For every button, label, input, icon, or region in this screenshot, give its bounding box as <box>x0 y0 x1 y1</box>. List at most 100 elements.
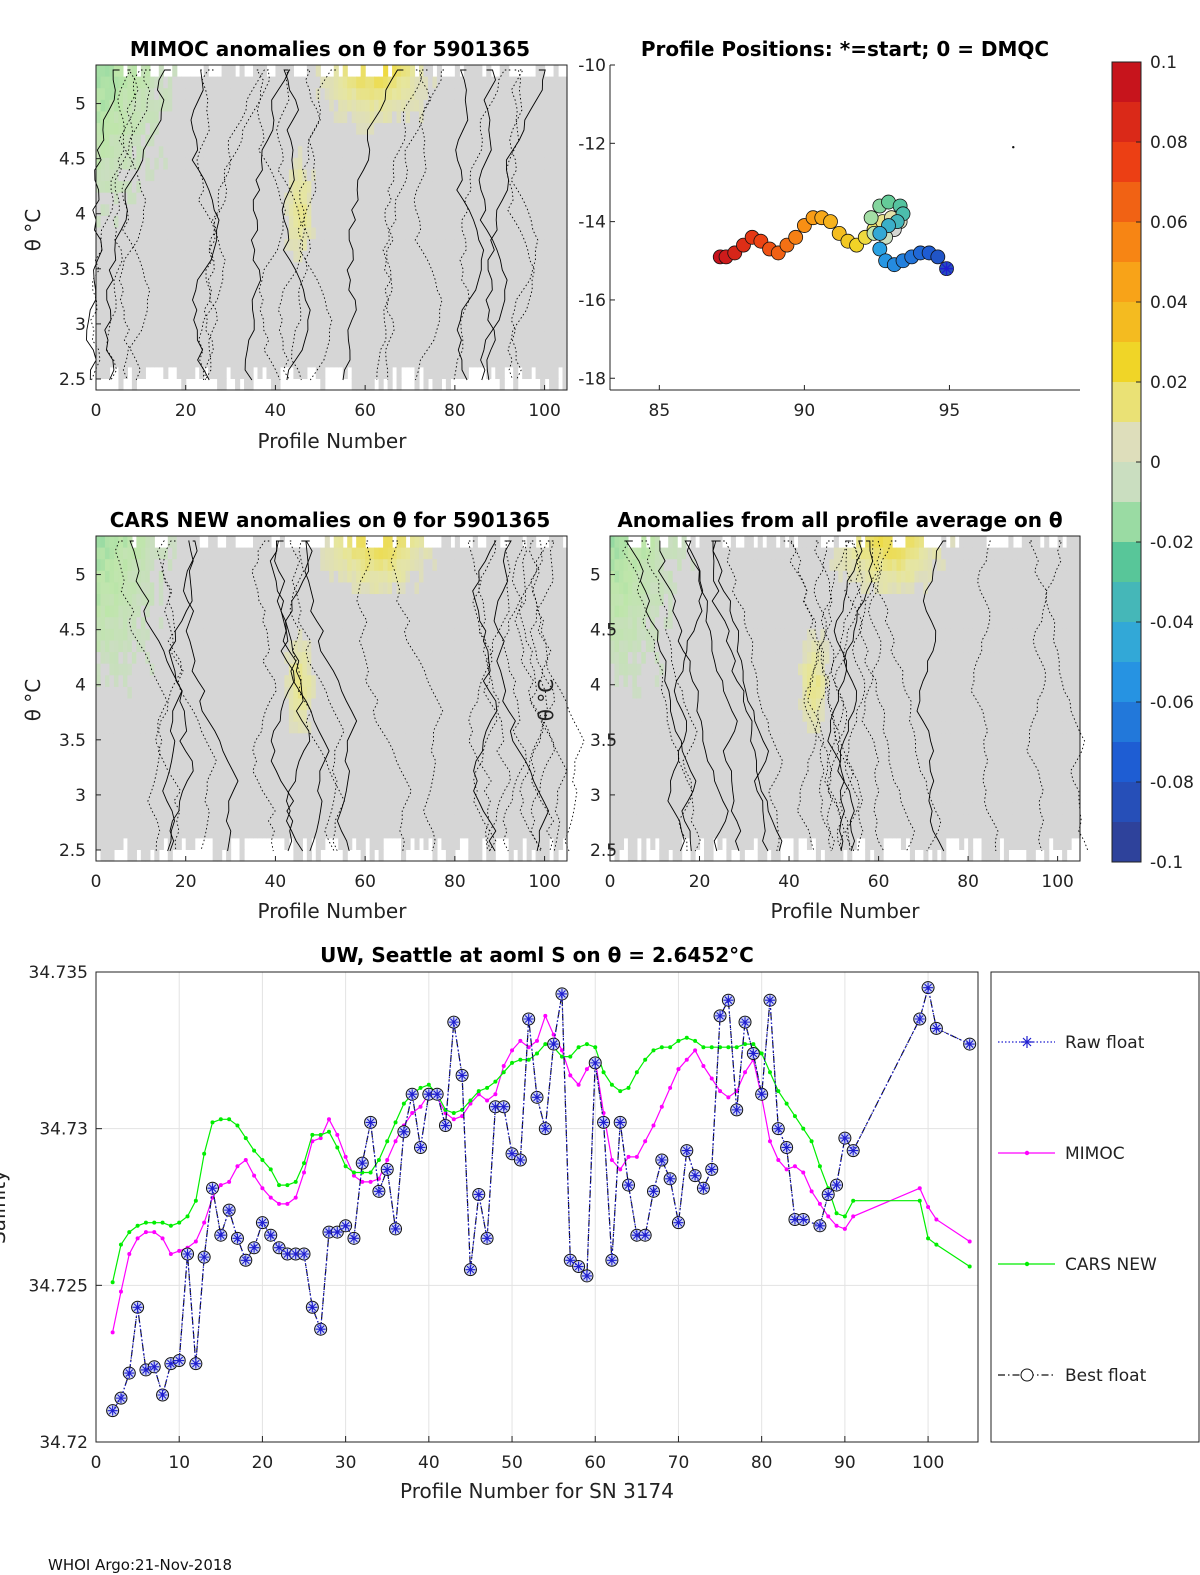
heatmap-cell <box>423 559 429 572</box>
heatmap-cell <box>396 675 402 688</box>
heatmap-cell <box>535 285 541 298</box>
heatmap-cell <box>311 791 317 804</box>
heatmap-cell <box>275 355 281 368</box>
heatmap-cell <box>383 768 389 781</box>
heatmap-cell <box>342 675 348 688</box>
heatmap-cell <box>217 594 223 607</box>
heatmap-cell <box>333 582 339 595</box>
heatmap-cell <box>270 378 277 391</box>
heatmap-cell <box>513 250 519 263</box>
heatmap-cell <box>261 594 268 607</box>
heatmap-cell <box>481 250 487 263</box>
heatmap-cell <box>149 779 155 792</box>
heatmap-cell <box>324 204 330 217</box>
heatmap-cell <box>230 559 236 572</box>
heatmap-cell <box>414 675 420 688</box>
heatmap-cell <box>378 157 384 171</box>
heatmap-cell <box>145 756 151 769</box>
heatmap-cell <box>100 628 106 642</box>
heatmap-cell <box>396 134 402 147</box>
heatmap-cell <box>356 366 362 379</box>
heatmap-cell <box>221 756 227 769</box>
heatmap-cell <box>432 605 438 618</box>
heatmap-cell <box>154 779 160 792</box>
heatmap-cell <box>333 65 339 78</box>
heatmap-cell <box>199 343 205 356</box>
heatmap-cell <box>472 134 478 147</box>
heatmap-cell <box>118 768 124 781</box>
heatmap-cell <box>185 733 191 746</box>
heatmap-cell <box>181 308 187 321</box>
heatmap-cell <box>122 536 128 549</box>
heatmap-cell <box>418 320 425 333</box>
heatmap-cell <box>418 570 425 584</box>
heatmap-cell <box>113 250 120 263</box>
heatmap-cell <box>261 343 268 356</box>
heatmap-cell <box>306 744 312 758</box>
heatmap-cell <box>118 99 124 113</box>
heatmap-cell <box>257 297 263 310</box>
heatmap-cell <box>288 652 294 665</box>
heatmap-cell <box>414 343 420 356</box>
heatmap-cell <box>486 331 492 345</box>
heatmap-cell <box>526 343 532 356</box>
heatmap-cell <box>104 285 111 298</box>
heatmap-cell <box>401 297 407 310</box>
heatmap-cell <box>167 849 173 862</box>
heatmap-cell <box>163 826 169 839</box>
heatmap-cell <box>253 582 259 595</box>
heatmap-cell <box>468 273 474 287</box>
heatmap-cell <box>450 285 456 298</box>
heatmap-cell <box>118 169 124 182</box>
heatmap-cell <box>212 331 218 345</box>
heatmap-cell <box>405 204 411 217</box>
heatmap-cell <box>351 640 357 653</box>
heatmap-cell <box>351 157 357 171</box>
heatmap-cell <box>172 686 178 700</box>
heatmap-cell <box>185 355 191 368</box>
heatmap-cell <box>270 297 277 310</box>
heatmap-cell <box>329 331 335 345</box>
heatmap-cell <box>185 204 191 217</box>
heatmap-cell <box>329 559 335 572</box>
heatmap-cell <box>517 273 523 287</box>
heatmap-cell <box>436 378 442 391</box>
heatmap-cell <box>149 99 155 113</box>
heatmap-cell <box>181 262 187 275</box>
heatmap-cell <box>199 366 205 379</box>
heatmap-cell <box>293 605 299 618</box>
heatmap-cell <box>221 594 227 607</box>
heatmap-cell <box>96 582 102 595</box>
heatmap-cell <box>230 536 236 549</box>
heatmap-cell <box>212 721 218 734</box>
heatmap-cell <box>100 88 106 101</box>
heatmap-cell <box>217 157 223 171</box>
heatmap-cell <box>311 814 317 827</box>
heatmap-cell <box>499 88 505 101</box>
heatmap-cell <box>329 320 335 333</box>
heatmap-cell <box>118 686 124 700</box>
heatmap-cell <box>266 756 272 769</box>
heatmap-cell <box>109 652 115 665</box>
heatmap-cell <box>293 675 299 688</box>
heatmap-cell <box>414 134 420 147</box>
heatmap-cell <box>181 814 187 827</box>
heatmap-cell <box>495 239 501 252</box>
heatmap-cell <box>477 227 483 240</box>
heatmap-cell <box>477 239 483 252</box>
heatmap-cell <box>405 570 411 584</box>
heatmap-cell <box>194 756 200 769</box>
heatmap-cell <box>212 134 218 147</box>
heatmap-cell <box>136 262 142 275</box>
heatmap-cell <box>369 146 375 159</box>
heatmap-cell <box>454 204 460 217</box>
heatmap-cell <box>356 378 362 391</box>
heatmap-cell <box>481 99 487 113</box>
heatmap-cell <box>342 239 348 252</box>
heatmap-cell <box>167 273 173 287</box>
heatmap-cell <box>306 837 312 850</box>
heatmap-cell <box>463 355 469 368</box>
heatmap-cell <box>113 111 120 124</box>
heatmap-cell <box>347 721 353 734</box>
heatmap-cell <box>508 215 514 229</box>
